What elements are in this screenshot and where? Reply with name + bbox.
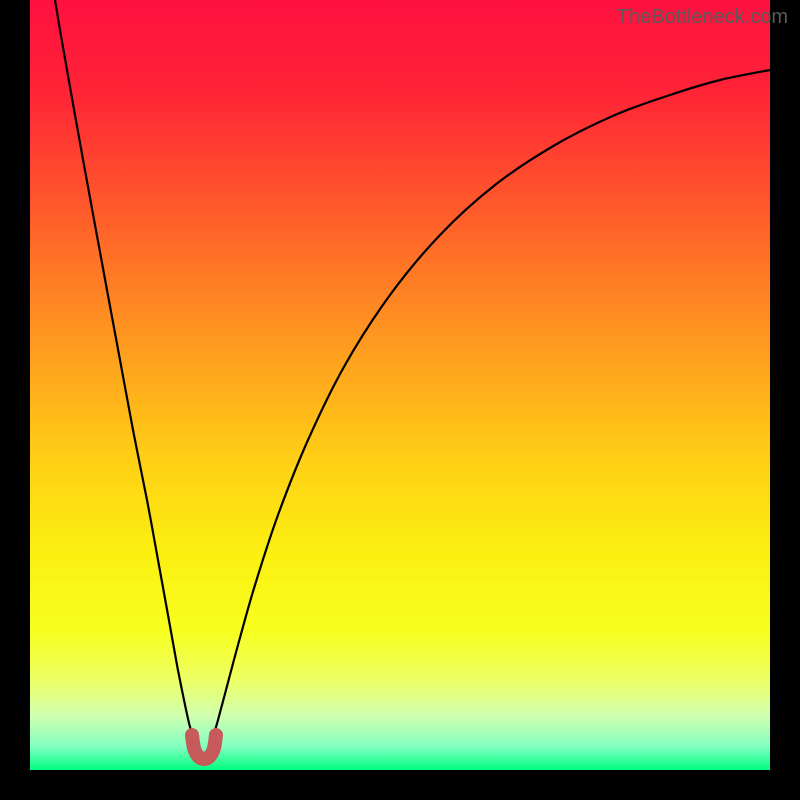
watermark-text: TheBottleneck.com — [617, 6, 788, 29]
chart-container: TheBottleneck.com — [0, 0, 800, 800]
chart-svg — [0, 0, 800, 800]
plot-area — [30, 0, 770, 770]
